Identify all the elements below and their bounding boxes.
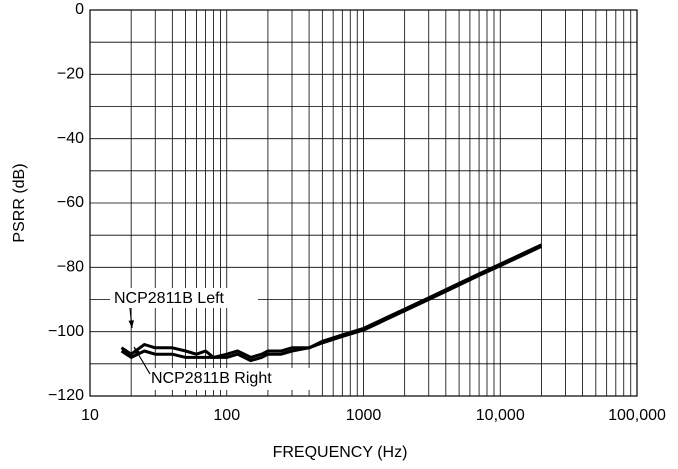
- y-tick-label: −80: [57, 259, 84, 276]
- x-tick-label: 10: [81, 407, 99, 424]
- x-tick-label: 10,000: [476, 407, 525, 424]
- annotation-bg: [110, 288, 258, 308]
- x-tick-label: 100: [213, 407, 240, 424]
- y-tick-label: −100: [48, 323, 84, 340]
- annotation-bg: [148, 368, 314, 390]
- annotation: NCP2811B Right: [151, 370, 272, 387]
- x-axis-label: FREQUENCY (Hz): [273, 444, 408, 461]
- annotation: NCP2811B Left: [114, 290, 225, 307]
- x-tick-label: 100,000: [608, 407, 666, 424]
- x-tick-label: 1000: [346, 407, 382, 424]
- plot-frame: [89, 9, 638, 397]
- y-tick-label: −60: [57, 194, 84, 211]
- data-line: [120, 245, 543, 363]
- y-tick-label: −120: [48, 387, 84, 404]
- y-tick-label: −20: [57, 66, 84, 83]
- y-tick-label: −40: [57, 130, 84, 147]
- y-axis-label: PSRR (dB): [11, 163, 28, 242]
- y-tick-label: 0: [75, 1, 84, 18]
- arrow-head: [134, 347, 141, 355]
- arrow-head: [128, 320, 134, 328]
